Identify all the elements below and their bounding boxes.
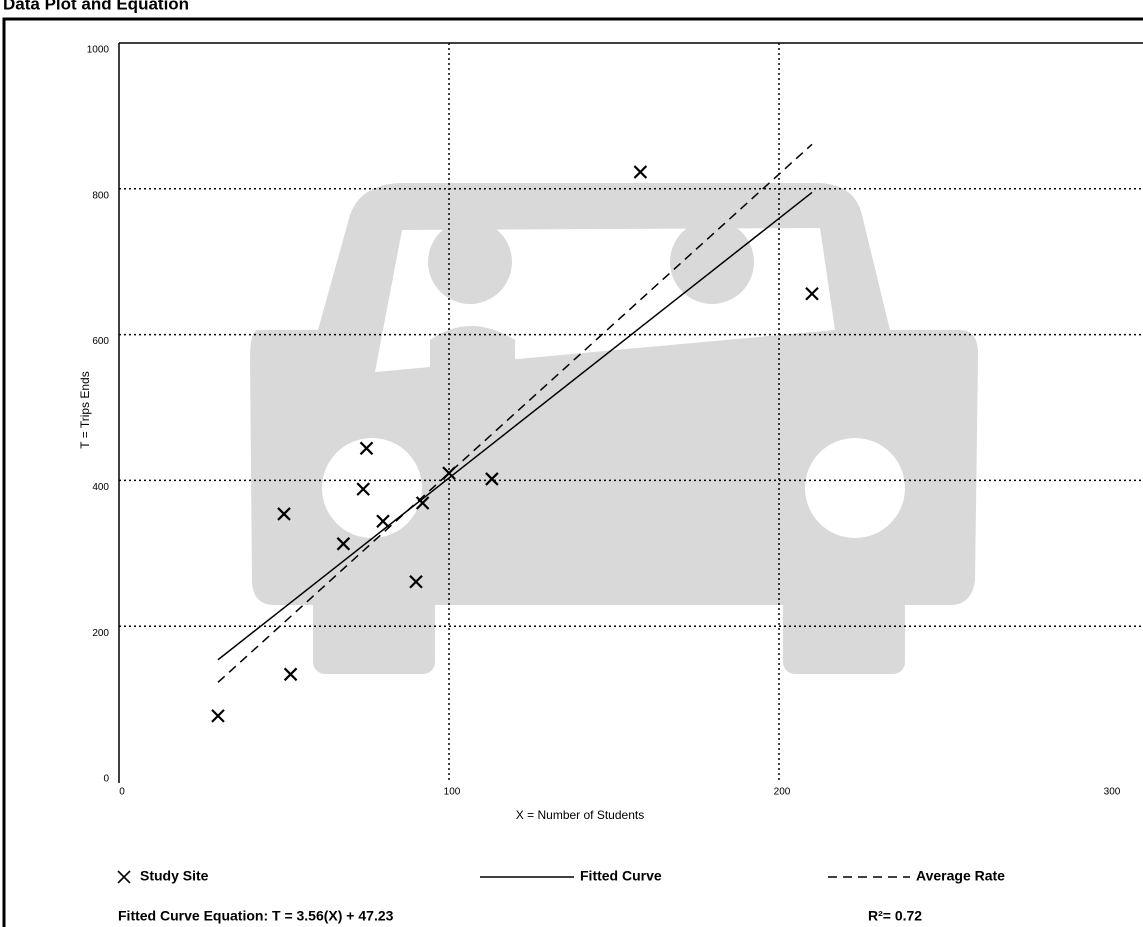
y-tick-label: 200	[92, 628, 109, 639]
y-tick-label: 800	[92, 190, 109, 201]
chart-title: Data Plot and Equation	[3, 0, 189, 13]
legend-symbol	[118, 871, 130, 883]
data-point	[634, 166, 646, 178]
legend-label: Fitted Curve	[580, 868, 662, 884]
legend-label: Study Site	[140, 868, 209, 884]
y-tick-label: 0	[103, 774, 109, 785]
y-tick-label: 600	[92, 336, 109, 347]
x-tick-label: 100	[444, 787, 461, 798]
r-squared: R²= 0.72	[868, 908, 922, 924]
data-point	[285, 668, 297, 680]
y-axis-label: T = Trips Ends	[78, 371, 92, 448]
data-point	[212, 710, 224, 722]
x-tick-label: 300	[1104, 787, 1121, 798]
chart: Data Plot and Equation T = Trips Ends X …	[0, 0, 1143, 927]
x-tick-label: 200	[774, 787, 791, 798]
y-tick-label: 400	[92, 482, 109, 493]
y-tick-label: 1000	[87, 45, 110, 56]
legend-label: Average Rate	[916, 868, 1005, 884]
equation: Fitted Curve Equation: T = 3.56(X) + 47.…	[118, 908, 394, 924]
x-tick-label: 0	[119, 787, 125, 798]
x-axis-label: X = Number of Students	[516, 808, 644, 822]
